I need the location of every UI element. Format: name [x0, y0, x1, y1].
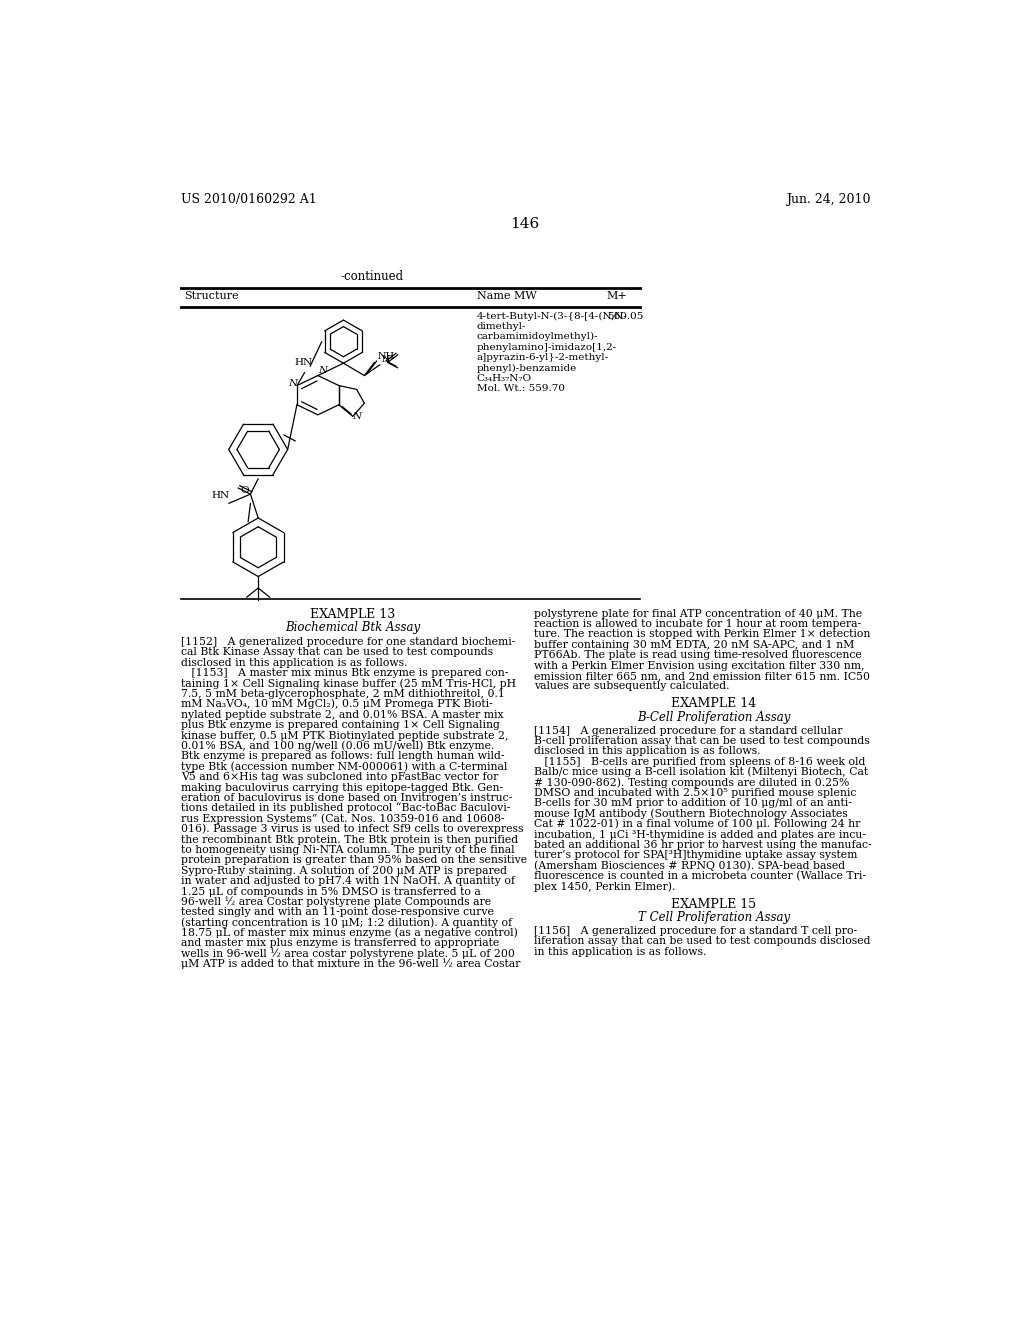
Text: 016). Passage 3 virus is used to infect Sf9 cells to overexpress: 016). Passage 3 virus is used to infect … [180, 824, 523, 834]
Text: turer’s protocol for SPA[³H]thymidine uptake assay system: turer’s protocol for SPA[³H]thymidine up… [535, 850, 857, 861]
Text: 7.5, 5 mM beta-glycerophosphate, 2 mM dithiothreitol, 0.1: 7.5, 5 mM beta-glycerophosphate, 2 mM di… [180, 689, 505, 700]
Text: N: N [289, 379, 298, 388]
Text: a]pyrazin-6-yl}-2-methyl-: a]pyrazin-6-yl}-2-methyl- [477, 354, 609, 362]
Text: phenyl)-benzamide: phenyl)-benzamide [477, 363, 577, 372]
Text: B-cells for 30 mM prior to addition of 10 μg/ml of an anti-: B-cells for 30 mM prior to addition of 1… [535, 799, 852, 808]
Text: emission filter 665 nm, and 2nd emission filter 615 nm. IC50: emission filter 665 nm, and 2nd emission… [535, 671, 870, 681]
Text: methyl: methyl [286, 465, 315, 473]
Text: T Cell Proliferation Assay: T Cell Proliferation Assay [638, 911, 790, 924]
Text: rus Expression Systems” (Cat. Nos. 10359-016 and 10608-: rus Expression Systems” (Cat. Nos. 10359… [180, 813, 505, 824]
Text: in this application is as follows.: in this application is as follows. [535, 946, 707, 957]
Text: V5 and 6×His tag was subcloned into pFastBac vector for: V5 and 6×His tag was subcloned into pFas… [180, 772, 498, 783]
Text: PT66Ab. The plate is read using time-resolved fluorescence: PT66Ab. The plate is read using time-res… [535, 651, 862, 660]
Text: carbamimidoylmethyl)-: carbamimidoylmethyl)- [477, 333, 598, 342]
Text: polystyrene plate for final ATP concentration of 40 μM. The: polystyrene plate for final ATP concentr… [535, 609, 862, 619]
Text: 146: 146 [510, 216, 540, 231]
Text: disclosed in this application is as follows.: disclosed in this application is as foll… [180, 657, 408, 668]
Text: making baculovirus carrying this epitope-tagged Btk. Gen-: making baculovirus carrying this epitope… [180, 783, 503, 792]
Text: N: N [352, 412, 361, 421]
Text: tions detailed in its published protocol “Bac-toBac Baculovi-: tions detailed in its published protocol… [180, 803, 510, 813]
Text: (starting concentration is 10 μM; 1:2 dilution). A quantity of: (starting concentration is 10 μM; 1:2 di… [180, 917, 512, 928]
Text: US 2010/0160292 A1: US 2010/0160292 A1 [180, 193, 316, 206]
Text: ture. The reaction is stopped with Perkin Elmer 1× detection: ture. The reaction is stopped with Perki… [535, 630, 870, 639]
Text: NH: NH [378, 351, 394, 360]
Text: [1156]   A generalized procedure for a standard T cell pro-: [1156] A generalized procedure for a sta… [535, 925, 857, 936]
Text: M+: M+ [607, 292, 628, 301]
Text: buffer containing 30 mM EDTA, 20 nM SA-APC, and 1 nM: buffer containing 30 mM EDTA, 20 nM SA-A… [535, 640, 854, 649]
Text: (Amersham Biosciences # RPNQ 0130). SPA-bead based: (Amersham Biosciences # RPNQ 0130). SPA-… [535, 861, 845, 871]
Text: Biochemical Btk Assay: Biochemical Btk Assay [286, 622, 420, 634]
Text: μM ATP is added to that mixture in the 96-well ½ area Costar: μM ATP is added to that mixture in the 9… [180, 958, 520, 969]
Text: HN: HN [212, 491, 229, 500]
Text: disclosed in this application is as follows.: disclosed in this application is as foll… [535, 746, 761, 756]
Text: [1155]   B-cells are purified from spleens of 8-16 week old: [1155] B-cells are purified from spleens… [535, 756, 865, 767]
Text: B-cell proliferation assay that can be used to test compounds: B-cell proliferation assay that can be u… [535, 737, 869, 746]
Text: plex 1450, Perkin Elmer).: plex 1450, Perkin Elmer). [535, 880, 676, 891]
Text: nylated peptide substrate 2, and 0.01% BSA. A master mix: nylated peptide substrate 2, and 0.01% B… [180, 710, 504, 719]
Text: Name MW: Name MW [477, 292, 537, 301]
Text: the recombinant Btk protein. The Btk protein is then purified: the recombinant Btk protein. The Btk pro… [180, 834, 518, 845]
Text: type Btk (accession number NM-000061) with a C-terminal: type Btk (accession number NM-000061) wi… [180, 762, 507, 772]
Text: Mol. Wt.: 559.70: Mol. Wt.: 559.70 [477, 384, 565, 393]
Text: B-Cell Proliferation Assay: B-Cell Proliferation Assay [637, 710, 791, 723]
Text: values are subsequently calculated.: values are subsequently calculated. [535, 681, 729, 692]
Text: mouse IgM antibody (Southern Biotechnology Associates: mouse IgM antibody (Southern Biotechnolo… [535, 808, 848, 818]
Text: EXAMPLE 15: EXAMPLE 15 [672, 898, 757, 911]
Text: C₃₄H₃₇N₇O: C₃₄H₃₇N₇O [477, 374, 531, 383]
Text: HN: HN [295, 358, 312, 367]
Text: phenylamino]-imidazo[1,2-: phenylamino]-imidazo[1,2- [477, 343, 617, 351]
Text: Cat # 1022-01) in a final volume of 100 μl. Following 24 hr: Cat # 1022-01) in a final volume of 100 … [535, 818, 860, 829]
Text: # 130-090-862). Testing compounds are diluted in 0.25%: # 130-090-862). Testing compounds are di… [535, 777, 850, 788]
Text: with a Perkin Elmer Envision using excitation filter 330 nm,: with a Perkin Elmer Envision using excit… [535, 660, 864, 671]
Text: and master mix plus enzyme is transferred to appropriate: and master mix plus enzyme is transferre… [180, 939, 499, 949]
Text: taining 1× Cell Signaling kinase buffer (25 mM Tris-HCl, pH: taining 1× Cell Signaling kinase buffer … [180, 678, 516, 689]
Text: Jun. 24, 2010: Jun. 24, 2010 [786, 193, 870, 206]
Text: in water and adjusted to pH7.4 with 1N NaOH. A quantity of: in water and adjusted to pH7.4 with 1N N… [180, 876, 515, 886]
Text: cal Btk Kinase Assay that can be used to test compounds: cal Btk Kinase Assay that can be used to… [180, 647, 493, 657]
Text: tested singly and with an 11-point dose-responsive curve: tested singly and with an 11-point dose-… [180, 907, 494, 917]
Text: reaction is allowed to incubate for 1 hour at room tempera-: reaction is allowed to incubate for 1 ho… [535, 619, 861, 628]
Text: protein preparation is greater than 95% based on the sensitive: protein preparation is greater than 95% … [180, 855, 526, 866]
Text: EXAMPLE 14: EXAMPLE 14 [672, 697, 757, 710]
Text: N: N [381, 355, 390, 364]
Text: Balb/c mice using a B-cell isolation kit (Miltenyi Biotech, Cat: Balb/c mice using a B-cell isolation kit… [535, 767, 868, 777]
Text: 4-tert-Butyl-N-(3-{8-[4-(N,N-: 4-tert-Butyl-N-(3-{8-[4-(N,N- [477, 312, 628, 321]
Text: to homogeneity using Ni-NTA column. The purity of the final: to homogeneity using Ni-NTA column. The … [180, 845, 514, 855]
Text: liferation assay that can be used to test compounds disclosed: liferation assay that can be used to tes… [535, 936, 870, 946]
Text: EXAMPLE 13: EXAMPLE 13 [310, 609, 395, 622]
Text: 560.05: 560.05 [607, 312, 643, 321]
Text: dimethyl-: dimethyl- [477, 322, 526, 331]
Text: kinase buffer, 0.5 μM PTK Biotinylated peptide substrate 2,: kinase buffer, 0.5 μM PTK Biotinylated p… [180, 730, 508, 741]
Text: eration of baculovirus is done based on Invitrogen’s instruc-: eration of baculovirus is done based on … [180, 793, 512, 803]
Text: DMSO and incubated with 2.5×10⁵ purified mouse splenic: DMSO and incubated with 2.5×10⁵ purified… [535, 788, 856, 799]
Text: [1152]   A generalized procedure for one standard biochemi-: [1152] A generalized procedure for one s… [180, 638, 515, 647]
Text: wells in 96-well ½ area costar polystyrene plate. 5 μL of 200: wells in 96-well ½ area costar polystyre… [180, 948, 515, 958]
Text: 0.01% BSA, and 100 ng/well (0.06 mU/well) Btk enzyme.: 0.01% BSA, and 100 ng/well (0.06 mU/well… [180, 741, 494, 751]
Text: plus Btk enzyme is prepared containing 1× Cell Signaling: plus Btk enzyme is prepared containing 1… [180, 721, 500, 730]
Text: O: O [241, 486, 249, 495]
Text: bated an additional 36 hr prior to harvest using the manufac-: bated an additional 36 hr prior to harve… [535, 840, 871, 850]
Text: Structure: Structure [183, 292, 239, 301]
Text: incubation, 1 μCi ³H-thymidine is added and plates are incu-: incubation, 1 μCi ³H-thymidine is added … [535, 829, 866, 840]
Text: 18.75 μL of master mix minus enzyme (as a negative control): 18.75 μL of master mix minus enzyme (as … [180, 928, 517, 939]
Text: fluorescence is counted in a microbeta counter (Wallace Tri-: fluorescence is counted in a microbeta c… [535, 871, 866, 882]
Text: 1.25 μL of compounds in 5% DMSO is transferred to a: 1.25 μL of compounds in 5% DMSO is trans… [180, 887, 480, 896]
Text: Btk enzyme is prepared as follows: full length human wild-: Btk enzyme is prepared as follows: full … [180, 751, 504, 762]
Text: [1153]   A master mix minus Btk enzyme is prepared con-: [1153] A master mix minus Btk enzyme is … [180, 668, 508, 678]
Text: Sypro-Ruby staining. A solution of 200 μM ATP is prepared: Sypro-Ruby staining. A solution of 200 μ… [180, 866, 507, 875]
Text: -continued: -continued [341, 271, 403, 282]
Text: N: N [318, 366, 328, 375]
Text: [1154]   A generalized procedure for a standard cellular: [1154] A generalized procedure for a sta… [535, 726, 843, 735]
Text: mM Na₃VO₄, 10 mM MgCl₂), 0.5 μM Promega PTK Bioti-: mM Na₃VO₄, 10 mM MgCl₂), 0.5 μM Promega … [180, 698, 493, 709]
Text: 96-well ½ area Costar polystyrene plate Compounds are: 96-well ½ area Costar polystyrene plate … [180, 896, 490, 907]
